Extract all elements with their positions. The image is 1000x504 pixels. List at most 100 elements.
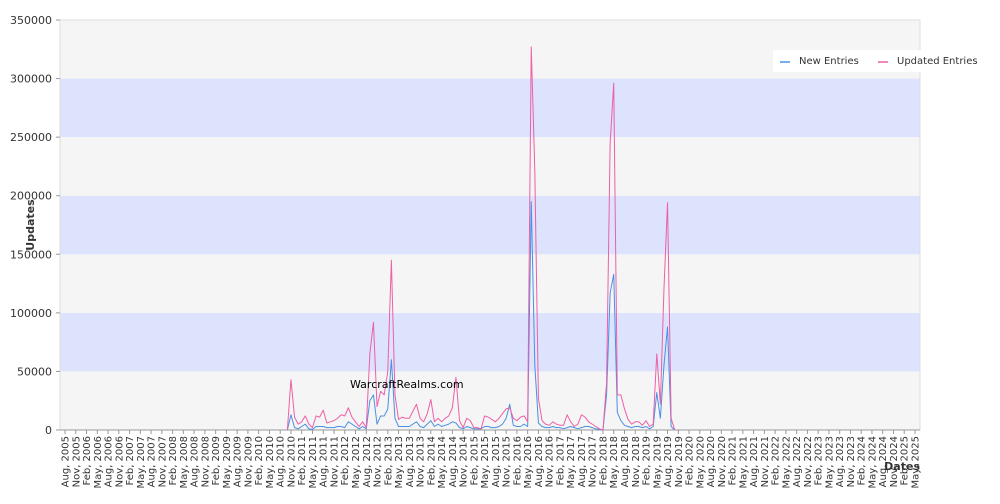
x-tick-label: Nov, 2010	[286, 436, 297, 487]
x-tick-label: Aug, 2017	[577, 436, 588, 487]
x-tick-label: Feb, 2006	[82, 436, 93, 486]
x-tick-label: Nov, 2009	[243, 436, 254, 487]
x-tick-label: Nov, 2008	[200, 436, 211, 487]
x-tick-label: Aug, 2013	[405, 436, 416, 487]
x-tick-label: Feb, 2016	[512, 436, 523, 486]
background-band	[60, 78, 920, 138]
background-band	[60, 312, 920, 372]
background-bands	[59, 19, 921, 431]
background-band	[60, 195, 920, 255]
x-tick-label: Feb, 2022	[771, 436, 782, 486]
x-tick-label: May, 2015	[480, 436, 491, 488]
series-line-updated-entries	[286, 46, 676, 431]
x-tick-label: Feb, 2009	[211, 436, 222, 486]
y-tick-label: 350000	[10, 14, 52, 27]
x-tick-label: Feb, 2017	[555, 436, 566, 486]
x-tick-label: May, 2020	[695, 436, 706, 488]
x-tick-label: Feb, 2010	[254, 436, 265, 486]
x-tick-label: Nov, 2018	[631, 436, 642, 487]
x-tick-label: Feb, 2007	[125, 436, 136, 486]
y-axis-label: Updates	[24, 199, 37, 251]
x-tick-label: May, 2007	[136, 436, 147, 488]
x-tick-label: Aug, 2015	[491, 436, 502, 487]
x-tick-label: May, 2016	[523, 436, 534, 488]
x-tick-label: Nov, 2006	[114, 436, 125, 487]
x-tick-label: Feb, 2025	[900, 436, 911, 486]
legend: New Entries Updated Entries	[773, 50, 988, 72]
legend-label-new-entries: New Entries	[799, 56, 859, 67]
x-tick-label: Feb, 2008	[168, 436, 179, 486]
x-tick-label: May, 2013	[394, 436, 405, 488]
x-tick-label: Feb, 2014	[426, 436, 437, 486]
x-tick-label: Aug, 2012	[362, 436, 373, 487]
x-tick-label: May, 2018	[609, 436, 620, 488]
x-tick-label: Aug, 2023	[835, 436, 846, 487]
legend-box	[773, 50, 988, 72]
x-tick-label: Aug, 2014	[448, 436, 459, 487]
x-tick-label: Nov, 2021	[760, 436, 771, 487]
x-tick-label: Aug, 2024	[878, 436, 889, 487]
x-tick-label: Nov, 2017	[588, 436, 599, 487]
x-tick-label: Nov, 2013	[416, 436, 427, 487]
x-tick-label: May, 2012	[351, 436, 362, 488]
x-tick-label: Feb, 2018	[598, 436, 609, 486]
x-tick-label: May, 2006	[93, 436, 104, 488]
x-tick-label: Aug, 2005	[61, 436, 72, 487]
x-tick-label: May, 2011	[308, 436, 319, 488]
x-tick-label: Aug, 2022	[792, 436, 803, 487]
y-tick-label: 150000	[10, 248, 52, 261]
x-tick-label: May, 2017	[566, 436, 577, 488]
x-tick-label: May, 2022	[781, 436, 792, 488]
x-tick-label: Aug, 2016	[534, 436, 545, 487]
y-axis: 0 50000 100000 150000 200000 250000 300000 3500…	[10, 14, 920, 437]
y-tick-label: 300000	[10, 73, 52, 86]
x-tick-label: Feb, 2019	[642, 436, 653, 486]
x-tick-label: Aug, 2020	[706, 436, 717, 487]
y-tick-label: 50000	[17, 365, 52, 378]
x-tick-label: Feb, 2024	[857, 436, 868, 486]
x-tick-label: Feb, 2013	[383, 436, 394, 486]
x-tick-label: May, 2023	[824, 436, 835, 488]
x-tick-label: Aug, 2006	[104, 436, 115, 487]
x-tick-label: Nov, 2014	[459, 436, 470, 487]
plot-series	[286, 46, 676, 431]
x-tick-label: Aug, 2009	[233, 436, 244, 487]
x-tick-label: May, 2010	[265, 436, 276, 488]
x-tick-label: Feb, 2020	[685, 436, 696, 486]
x-tick-label: Nov, 2016	[545, 436, 556, 487]
y-tick-label: 100000	[10, 307, 52, 320]
x-tick-label: May, 2021	[738, 436, 749, 488]
x-tick-label: Feb, 2021	[728, 436, 739, 486]
x-axis-label: Dates	[884, 460, 920, 473]
x-tick-label: Nov, 2005	[71, 436, 82, 487]
x-tick-label: Nov, 2011	[329, 436, 340, 487]
y-tick-label: 200000	[10, 190, 52, 203]
x-tick-label: May, 2025	[911, 436, 922, 488]
x-tick-label: Nov, 2007	[157, 436, 168, 487]
x-tick-label: May, 2009	[222, 436, 233, 488]
x-tick-label: Aug, 2018	[620, 436, 631, 487]
x-tick-label: Aug, 2021	[749, 436, 760, 487]
x-tick-label: Nov, 2015	[502, 436, 513, 487]
x-tick-label: Nov, 2024	[889, 436, 900, 487]
x-tick-label: Aug, 2008	[190, 436, 201, 487]
background-band	[60, 371, 920, 430]
x-tick-label: Feb, 2015	[469, 436, 480, 486]
x-axis: Aug, 2005 Nov, 2005 Feb, 2006 May, 2006 Aug,…	[61, 430, 922, 488]
y-tick-label: 250000	[10, 131, 52, 144]
x-tick-label: Nov, 2023	[846, 436, 857, 487]
x-tick-label: Nov, 2012	[373, 436, 384, 487]
x-tick-label: Feb, 2012	[340, 436, 351, 486]
x-tick-label: Aug, 2010	[276, 436, 287, 487]
x-tick-label: Aug, 2019	[663, 436, 674, 487]
x-tick-label: Nov, 2022	[803, 436, 814, 487]
x-tick-label: Aug, 2007	[147, 436, 158, 487]
x-tick-label: May, 2019	[652, 436, 663, 488]
x-tick-label: Aug, 2011	[319, 436, 330, 487]
x-tick-label: Nov, 2020	[717, 436, 728, 487]
x-tick-label: Nov, 2019	[674, 436, 685, 487]
x-tick-label: May, 2008	[179, 436, 190, 488]
watermark: WarcraftRealms.com	[350, 378, 464, 391]
